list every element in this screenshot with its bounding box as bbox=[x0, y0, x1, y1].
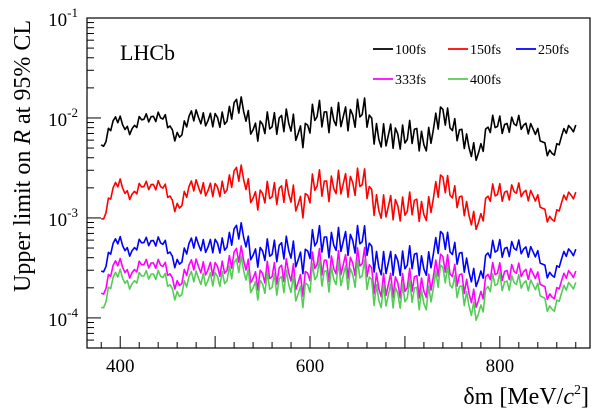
legend: 100fs 150fs 250fs 333fs 400fs bbox=[373, 43, 569, 88]
y-axis-title-suffix: at 95% CL bbox=[10, 20, 36, 130]
y-tick-label: 10-1 bbox=[48, 5, 78, 31]
legend-label: 150fs bbox=[470, 43, 501, 58]
series-line-250fs bbox=[100, 222, 577, 288]
y-tick-base: 10 bbox=[48, 110, 67, 131]
series-line-400fs bbox=[101, 255, 577, 322]
y-tick-base: 10 bbox=[48, 210, 67, 231]
plot-frame bbox=[86, 17, 591, 349]
x-axis-title: δm [MeV/c2] bbox=[463, 383, 589, 410]
y-tick-exp: -4 bbox=[67, 305, 78, 320]
x-tick-label: 800 bbox=[486, 356, 515, 377]
y-tick-exp: -1 bbox=[67, 5, 78, 20]
legend-label: 250fs bbox=[538, 43, 569, 58]
y-axis-title: Upper limit on R at 95% CL bbox=[10, 20, 36, 292]
y-tick-label: 10-4 bbox=[48, 305, 78, 331]
y-tick-base: 10 bbox=[48, 310, 67, 331]
y-tick-exp: -2 bbox=[67, 105, 78, 120]
y-tick-label: 10-2 bbox=[48, 105, 78, 131]
y-axis-title-prefix: Upper limit on bbox=[10, 145, 36, 292]
y-tick-base: 10 bbox=[48, 10, 67, 31]
x-axis-title-c: c bbox=[563, 384, 574, 410]
series-line-150fs bbox=[101, 164, 577, 231]
y-tick-label: 10-3 bbox=[48, 205, 78, 231]
y-axis-title-var: R bbox=[10, 130, 36, 146]
series-layer bbox=[100, 96, 577, 322]
x-tick-label: 600 bbox=[296, 356, 325, 377]
x-axis-title-main: δm [MeV/ bbox=[463, 384, 563, 410]
legend-label: 100fs bbox=[395, 43, 426, 58]
watermark: LHCb bbox=[120, 40, 175, 65]
legend-label: 400fs bbox=[470, 73, 501, 88]
series-line-333fs bbox=[100, 245, 577, 309]
x-tick-label: 400 bbox=[106, 356, 135, 377]
x-axis-title-exp: 2 bbox=[574, 383, 581, 398]
series-line-100fs bbox=[100, 96, 577, 162]
ticks-layer bbox=[87, 17, 577, 349]
x-axis-title-end: ] bbox=[581, 384, 589, 410]
y-tick-exp: -3 bbox=[67, 205, 78, 220]
legend-label: 333fs bbox=[395, 73, 426, 88]
